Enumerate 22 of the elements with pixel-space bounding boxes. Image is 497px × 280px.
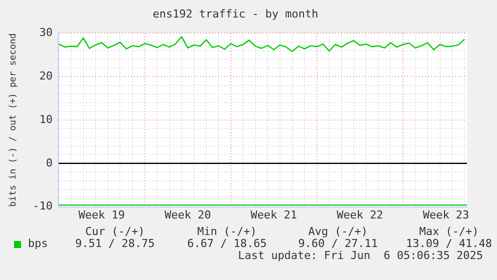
text: Min (-/+) xyxy=(197,225,257,238)
y-tick-label: 10 xyxy=(39,112,53,126)
chart-title: ens192 traffic - by month xyxy=(152,7,318,20)
legend-label: bps xyxy=(28,237,48,250)
x-tick-label: Week 23 xyxy=(422,208,470,222)
x-tick-label: Week 20 xyxy=(164,208,211,222)
y-tick-label: 30 xyxy=(39,26,53,40)
text: 13.09 / 41.48 xyxy=(406,237,492,250)
text: Max (-/+) xyxy=(419,225,479,238)
text: Cur (-/+) xyxy=(85,225,145,238)
text: 9.51 / 28.75 xyxy=(75,237,155,250)
y-tick-label: -10 xyxy=(32,200,53,213)
y-axis-title: bits in (-) / out (+) per second xyxy=(8,33,19,207)
x-tick-label: Week 22 xyxy=(336,208,384,222)
x-tick-label: Week 19 xyxy=(78,208,125,222)
text: Avg (-/+) xyxy=(308,225,368,238)
text: Last update: Fri Jun 6 05:06:35 2025 xyxy=(238,249,483,262)
x-tick-label: Week 21 xyxy=(250,208,298,222)
y-tick-label: 0 xyxy=(46,156,53,170)
text: 9.60 / 27.11 xyxy=(298,237,378,250)
y-tick-label: 20 xyxy=(39,69,53,82)
text: 6.67 / 18.65 xyxy=(187,237,267,250)
